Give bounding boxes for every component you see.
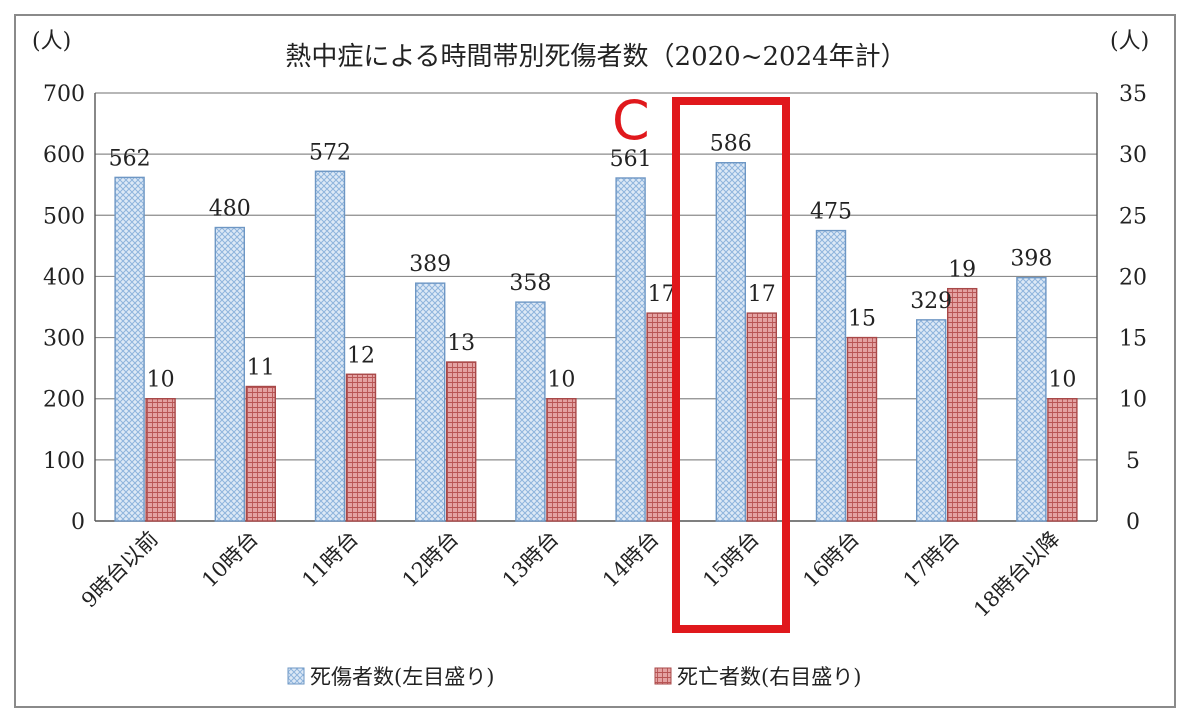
bars [114,162,1078,522]
data-label-injuries: 358 [509,271,551,296]
left-tick-label: 200 [43,388,85,413]
category-label: 17時台 [899,527,965,593]
data-label-deaths: 10 [147,368,175,393]
bar-deaths [947,287,978,522]
category-label: 16時台 [798,527,864,593]
bar-injuries [715,162,746,522]
right-tick-label: 30 [1119,143,1147,168]
axis-ticks: 0 0 100 5 200 10 300 15 400 20 500 25 600 30 700 35 [43,82,1147,535]
category-label: 14時台 [598,527,664,593]
bar-deaths [1047,398,1078,522]
data-label-deaths: 17 [748,282,776,307]
bar-injuries [916,319,947,522]
legend-swatch-deaths [654,667,672,685]
right-tick-label: 0 [1126,510,1140,535]
highlight-box [672,97,790,633]
data-label-injuries: 561 [610,147,652,172]
data-label-deaths: 10 [547,368,575,393]
category-labels: 9時台以前 10時台 11時台 12時台 13時台 14時台 15時台 16時台 17時台 18時… [77,527,1065,622]
left-tick-label: 500 [43,204,85,229]
left-tick-label: 600 [43,143,85,168]
bar-deaths [846,336,878,522]
right-tick-label: 5 [1126,449,1140,474]
left-axis-unit: (人) [32,29,71,54]
bar-deaths [145,398,176,522]
right-tick-label: 15 [1119,327,1147,352]
data-label-injuries: 562 [109,146,151,171]
data-label-deaths: 19 [948,258,976,283]
right-tick-label: 25 [1119,204,1147,229]
data-label-injuries: 572 [309,140,351,165]
category-label: 18時台以降 [969,527,1064,622]
data-label-injuries: 475 [810,200,852,225]
chart-frame [14,14,1176,708]
right-tick-label: 10 [1119,388,1147,413]
bar-injuries [214,226,246,522]
bar-deaths [546,398,577,522]
legend-label-injuries: 死傷者数(左目盛り) [310,665,494,689]
bar-injuries [314,170,346,522]
data-label-injuries: 586 [710,132,752,157]
data-label-deaths: 17 [648,282,676,307]
data-labels: 562 10 480 11 572 12 389 13 358 10 561 17 586 17 475 15… [109,132,1077,393]
data-label-deaths: 13 [447,331,475,356]
bar-injuries [515,301,546,522]
bar-deaths [646,312,677,522]
data-label-injuries: 480 [209,197,251,222]
data-label-deaths: 15 [848,307,876,332]
right-tick-label: 20 [1119,265,1147,290]
chart-title: 熱中症による時間帯別死傷者数（2020~2024年計） [285,42,906,72]
left-tick-label: 700 [43,82,85,107]
data-label-deaths: 11 [247,355,275,380]
category-label: 15時台 [698,527,764,593]
left-tick-label: 400 [43,265,85,290]
left-tick-label: 300 [43,327,85,352]
category-label: 12時台 [398,527,464,593]
bar-injuries [1016,276,1047,522]
data-label-deaths: 10 [1048,368,1076,393]
left-tick-label: 0 [71,510,85,535]
data-label-injuries: 398 [1010,247,1052,272]
bar-deaths [345,373,377,522]
bar-injuries [815,229,847,522]
category-label: 10時台 [197,527,263,593]
annotation-letter: C [612,89,650,152]
bar-injuries [114,176,145,522]
category-label: 11時台 [297,527,363,593]
data-label-injuries: 329 [910,289,952,314]
data-label-deaths: 12 [347,343,375,368]
bar-injuries [415,282,446,522]
category-label: 13時台 [498,527,564,593]
legend-swatch-injuries [287,667,305,685]
left-tick-label: 100 [43,449,85,474]
bar-deaths [746,312,777,522]
category-label: 9時台以前 [77,527,163,613]
right-axis-unit: (人) [1110,29,1149,54]
bar-injuries [615,177,646,522]
right-tick-label: 35 [1119,82,1147,107]
bar-deaths [245,385,277,522]
data-label-injuries: 389 [409,252,451,277]
bar-deaths [446,361,477,522]
legend-label-deaths: 死亡者数(右目盛り) [677,665,861,689]
